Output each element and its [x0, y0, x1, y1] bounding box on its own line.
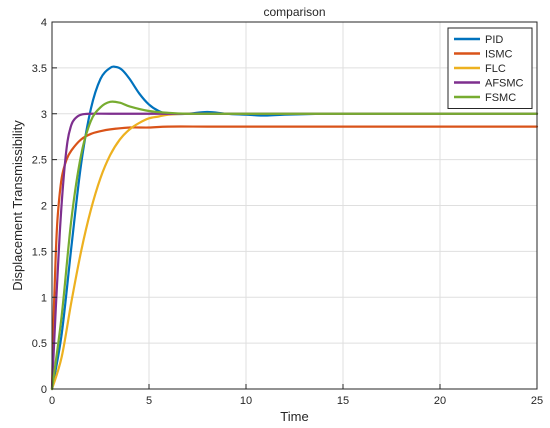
x-tick-label: 20 — [434, 395, 446, 407]
chart-title: comparison — [263, 5, 325, 19]
legend-label-ismc: ISMC — [485, 49, 513, 61]
y-tick-label: 1 — [41, 292, 47, 304]
legend-label-flc: FLC — [485, 63, 506, 75]
legend-label-afsmc: AFSMC — [485, 78, 524, 90]
x-tick-label: 5 — [146, 395, 152, 407]
x-tick-label: 10 — [240, 395, 252, 407]
x-tick-label: 15 — [337, 395, 349, 407]
legend-label-fsmc: FSMC — [485, 92, 516, 104]
series-line-ismc — [50, 125, 539, 391]
y-tick-label: 4 — [41, 17, 47, 29]
legend-label-pid: PID — [485, 34, 503, 46]
x-tick-label: 0 — [49, 395, 55, 407]
y-tick-label: 0.5 — [32, 338, 47, 350]
x-tick-label: 25 — [531, 395, 543, 407]
series-layer — [50, 65, 539, 391]
y-tick-label: 3 — [41, 109, 47, 121]
ticks: 0 5 10 15 20 25 0 0.5 1 1.5 2 2.5 3 3.5 4 — [32, 17, 543, 407]
y-tick-label: 2.5 — [32, 155, 47, 167]
series-line-fsmc — [50, 100, 539, 391]
y-tick-label: 0 — [41, 384, 47, 396]
x-axis-title: Time — [280, 409, 308, 424]
y-tick-label: 1.5 — [32, 246, 47, 258]
y-tick-label: 3.5 — [32, 63, 47, 75]
y-axis-title: Displacement Transmissibility — [10, 120, 25, 291]
y-tick-label: 2 — [41, 201, 47, 213]
legend: PID ISMC FLC AFSMC FSMC — [447, 27, 533, 109]
